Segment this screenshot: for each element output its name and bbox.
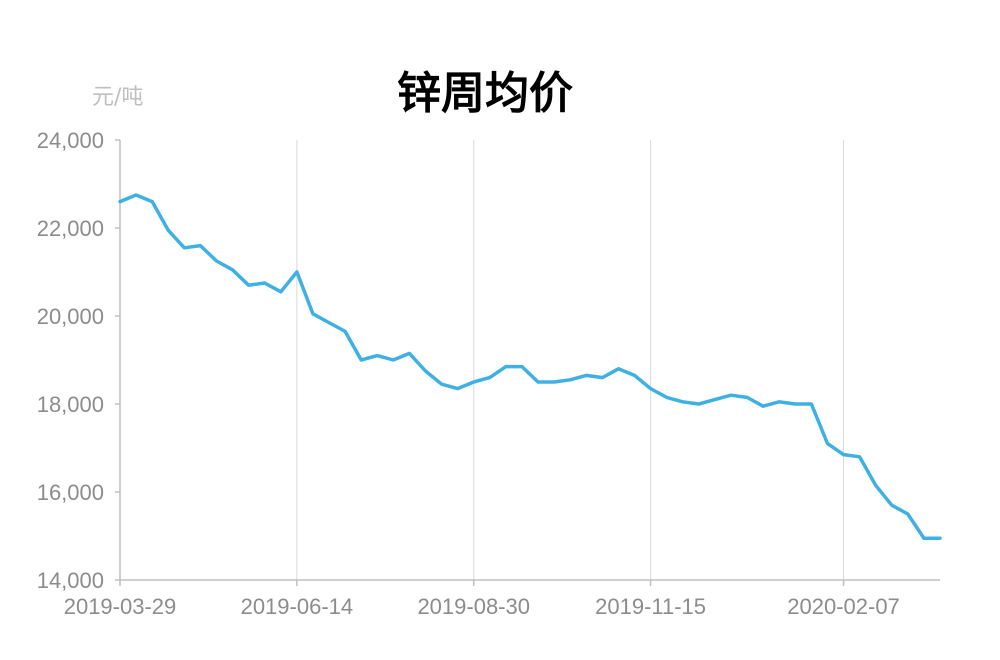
data-point	[569, 378, 572, 381]
data-point	[553, 381, 556, 384]
data-point	[183, 246, 186, 249]
data-point	[456, 387, 459, 390]
data-point	[328, 321, 331, 324]
data-point	[746, 396, 749, 399]
data-point	[504, 365, 507, 368]
data-point	[906, 513, 909, 516]
data-point	[665, 396, 668, 399]
data-point	[311, 312, 314, 315]
data-point	[376, 354, 379, 357]
data-point	[295, 271, 298, 274]
data-point	[617, 367, 620, 370]
x-tick-label: 2019-08-30	[417, 594, 530, 619]
x-tick-labels: 2019-03-29 2019-06-14 2019-08-30 2019-11-15…	[64, 594, 900, 619]
y-tick-label: 24,000	[37, 128, 104, 153]
x-tick-label: 2019-03-29	[64, 594, 177, 619]
x-tick-label: 2020-02-07	[787, 594, 900, 619]
x-tick-label: 2019-11-15	[595, 594, 706, 619]
axes	[115, 139, 940, 586]
data-point	[119, 200, 122, 203]
y-tick-label: 14,000	[37, 568, 104, 593]
data-point	[263, 282, 266, 285]
data-point	[713, 398, 716, 401]
data-point	[633, 374, 636, 377]
data-point	[810, 403, 813, 406]
data-point	[215, 260, 218, 263]
data-point	[424, 370, 427, 373]
data-point	[601, 376, 604, 379]
y-tick-label: 22,000	[37, 216, 104, 241]
data-point	[199, 244, 202, 247]
y-tick-label: 18,000	[37, 392, 104, 417]
data-point	[826, 442, 829, 445]
data-point	[472, 381, 475, 384]
data-point	[440, 383, 443, 386]
data-point	[697, 403, 700, 406]
data-point	[167, 229, 170, 232]
data-point	[858, 455, 861, 458]
data-point	[247, 284, 250, 287]
data-point	[392, 359, 395, 362]
data-point	[939, 537, 942, 540]
data-point	[649, 387, 652, 390]
data-point	[730, 394, 733, 397]
price-series	[118, 193, 942, 540]
data-point	[344, 330, 347, 333]
data-point	[408, 352, 411, 355]
y-tick-label: 16,000	[37, 480, 104, 505]
data-point	[279, 290, 282, 293]
data-point	[488, 376, 491, 379]
data-point	[890, 504, 893, 507]
data-point	[778, 400, 781, 403]
series-line	[118, 193, 942, 540]
y-tick-label: 20,000	[37, 304, 104, 329]
data-point	[231, 268, 234, 271]
data-point	[135, 194, 138, 197]
chart-title: 锌周均价	[397, 68, 573, 119]
data-point	[794, 403, 797, 406]
data-point	[842, 453, 845, 456]
data-point	[151, 200, 154, 203]
data-point	[585, 374, 588, 377]
data-point	[874, 484, 877, 487]
y-axis-unit-label: 元/吨	[92, 85, 143, 110]
data-point	[762, 405, 765, 408]
vertical-gridlines	[296, 140, 845, 580]
y-tick-labels: 14,000 16,000 18,000 20,000 22,000 24,000	[37, 128, 104, 593]
data-point	[922, 537, 925, 540]
x-tick-label: 2019-06-14	[241, 594, 354, 619]
data-point	[537, 381, 540, 384]
data-point	[521, 365, 524, 368]
data-point	[360, 359, 363, 362]
data-point	[681, 400, 684, 403]
